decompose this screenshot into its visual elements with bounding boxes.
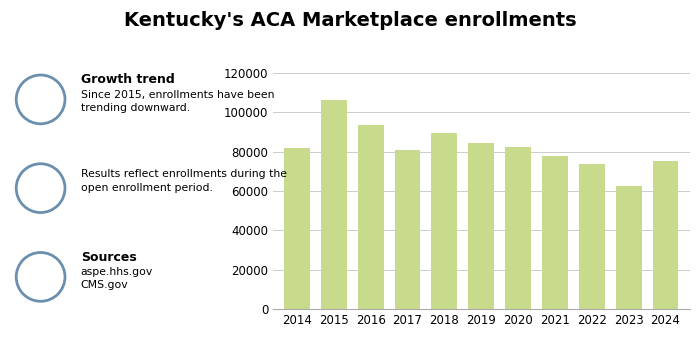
Bar: [505, 147, 531, 309]
Bar: [395, 149, 421, 309]
Bar: [579, 164, 605, 309]
Bar: [652, 162, 678, 309]
Text: Since 2015, enrollments have been
trending downward.: Since 2015, enrollments have been trendi…: [81, 89, 274, 113]
Text: aspe.hhs.gov
CMS.gov: aspe.hhs.gov CMS.gov: [81, 267, 153, 290]
Text: health
insurance
.org™: health insurance .org™: [15, 305, 65, 337]
Bar: [468, 143, 494, 309]
Bar: [542, 157, 568, 309]
Text: Results reflect enrollments during the
open enrollment period.: Results reflect enrollments during the o…: [81, 169, 287, 193]
Text: Sources: Sources: [81, 251, 136, 264]
Bar: [358, 125, 384, 309]
Bar: [431, 133, 457, 309]
Text: Growth trend: Growth trend: [81, 73, 174, 86]
Bar: [284, 148, 310, 309]
Bar: [616, 186, 642, 309]
Text: Kentucky's ACA Marketplace enrollments: Kentucky's ACA Marketplace enrollments: [124, 11, 576, 30]
Bar: [321, 100, 346, 309]
